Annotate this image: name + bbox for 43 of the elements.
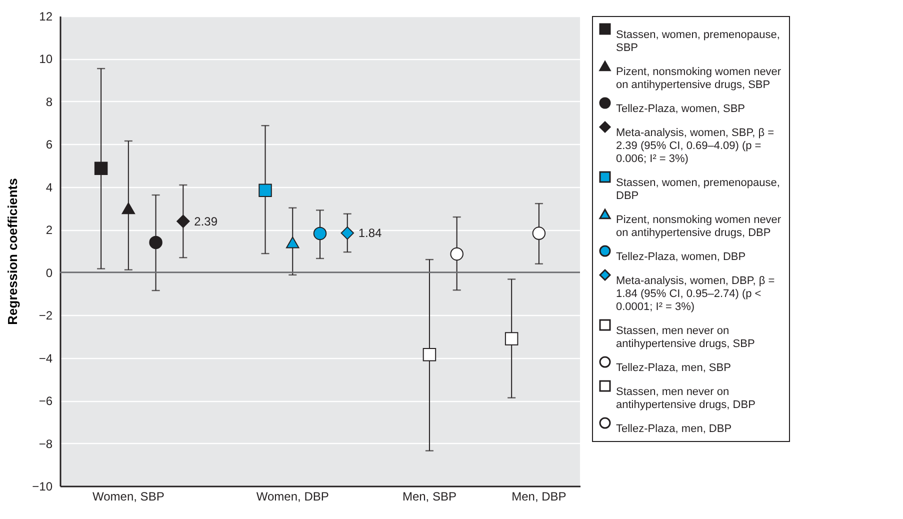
point bbox=[149, 236, 162, 250]
point bbox=[286, 236, 300, 248]
point bbox=[258, 184, 272, 197]
data-label: 1.84 bbox=[358, 226, 382, 240]
legend-label: Meta-analysis, women, SBP, β = 2.39 (95% CI, 0.69–4.09) (p = 0.006; I² = 3%) bbox=[616, 127, 774, 165]
legend-label: Stassen, women, premenopause, DBP bbox=[616, 177, 780, 202]
y-tick-label: 8 bbox=[46, 94, 53, 109]
legend-label: Tellez-Plaza, men, SBP bbox=[616, 362, 731, 374]
y-tick-label: 0 bbox=[46, 266, 53, 280]
y-tick-label: 10 bbox=[39, 52, 53, 66]
legend-label: Stassen, men never on antihypertensive drugs, DBP bbox=[616, 386, 756, 411]
legend-label: Stassen, women, premenopause, SBP bbox=[616, 29, 780, 54]
point bbox=[122, 202, 136, 214]
point bbox=[176, 214, 190, 228]
y-tick-label: −10 bbox=[32, 480, 53, 494]
x-tick-label: Men, DBP bbox=[512, 490, 566, 504]
y-tick-label: 2 bbox=[46, 223, 53, 238]
data-label: 2.39 bbox=[194, 214, 218, 228]
y-tick-label: 6 bbox=[46, 138, 53, 152]
x-tick-label: Women, DBP bbox=[256, 490, 329, 504]
point bbox=[450, 247, 464, 261]
y-axis-title: Regression coefficients bbox=[5, 178, 20, 325]
legend-label: Tellez-Plaza, women, SBP bbox=[616, 103, 745, 115]
point bbox=[340, 226, 354, 240]
point bbox=[313, 226, 327, 240]
legend-label: Meta-analysis, women, DBP, β = 1.84 (95% CI, 0.95–2.74) (p < 0.0001; I² = 3%) bbox=[616, 275, 775, 313]
y-tick-label: −6 bbox=[38, 394, 53, 408]
y-tick-label: 12 bbox=[39, 10, 53, 24]
y-tick-label: −4 bbox=[38, 351, 53, 366]
x-tick-label: Men, SBP bbox=[402, 490, 456, 504]
legend-label: Stassen, men never on antihypertensive drugs, SBP bbox=[616, 325, 755, 350]
legend-label: Tellez-Plaza, women, DBP bbox=[616, 251, 746, 263]
legend-label: Pizent, nonsmoking women never on antihypertensive drugs, DBP bbox=[616, 214, 782, 239]
y-tick-label: −8 bbox=[38, 436, 53, 451]
legend-label: Tellez-Plaza, men, DBP bbox=[616, 423, 732, 435]
point bbox=[94, 162, 108, 175]
point bbox=[422, 348, 436, 362]
point bbox=[532, 226, 546, 240]
x-tick-label: Women, SBP bbox=[92, 490, 164, 504]
point bbox=[504, 332, 518, 346]
y-tick-label: 4 bbox=[46, 180, 53, 194]
legend-label: Pizent, nonsmoking women never on antihypertensive drugs, SBP bbox=[616, 66, 782, 91]
y-tick-label: −2 bbox=[38, 308, 53, 323]
